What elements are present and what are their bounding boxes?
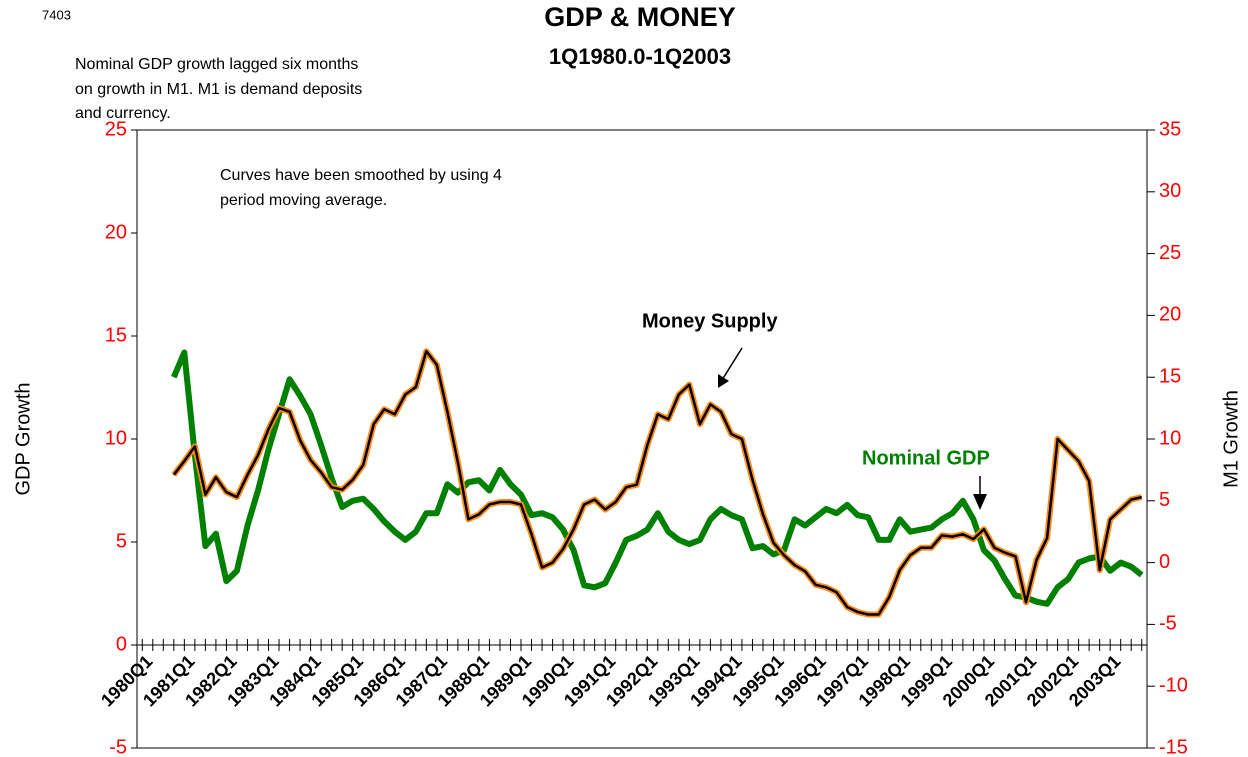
chart-subtitle: 1Q1980.0-1Q2003: [549, 44, 731, 69]
y2-tick-label: -15: [1159, 736, 1188, 757]
series-label: Nominal GDP: [862, 447, 990, 469]
y-tick-label: 0: [116, 633, 127, 655]
y2-tick-label: 20: [1159, 304, 1181, 326]
series-label: Money Supply: [642, 310, 778, 332]
y-tick-label: 15: [105, 324, 127, 346]
y2-tick-label: 15: [1159, 365, 1181, 387]
y-tick-label: 25: [105, 118, 127, 140]
y-tick-label: 10: [105, 427, 127, 449]
y2-tick-label: -10: [1159, 674, 1188, 696]
y2-tick-label: -5: [1159, 613, 1177, 635]
annotation: period moving average.: [220, 192, 387, 209]
annotation: Curves have been smoothed by using 4: [220, 167, 502, 184]
y-tick-label: 5: [116, 530, 127, 552]
y-tick-label: 20: [105, 221, 127, 243]
y-axis-label: GDP Growth: [12, 383, 34, 496]
y2-tick-label: 35: [1159, 118, 1181, 140]
arrow: [721, 347, 743, 381]
arrow-head: [973, 494, 987, 510]
y2-tick-label: 10: [1159, 427, 1181, 449]
series-line: [171, 349, 1144, 607]
chart-title: GDP & MONEY: [544, 2, 736, 32]
y2-tick-label: 5: [1159, 489, 1170, 511]
chart-id: 7403: [42, 7, 71, 22]
y2-tick-label: 30: [1159, 180, 1181, 202]
y-tick-label: -5: [109, 736, 127, 757]
series-line-outline: [171, 348, 1143, 618]
note: and currency.: [75, 105, 171, 122]
y2-axis-label: M1 Growth: [1220, 390, 1242, 488]
y2-tick-label: 25: [1159, 242, 1181, 264]
note: Nominal GDP growth lagged six months: [75, 56, 358, 73]
y2-tick-label: 0: [1159, 551, 1170, 573]
arrow-head: [718, 374, 729, 388]
note: on growth in M1. M1 is demand deposits: [75, 81, 362, 98]
series-line: [172, 349, 1142, 616]
